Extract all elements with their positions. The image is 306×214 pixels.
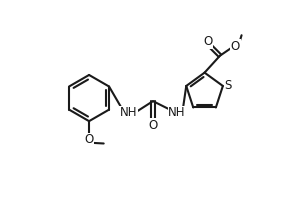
Text: NH: NH <box>120 106 137 119</box>
Text: O: O <box>231 40 240 53</box>
Text: O: O <box>203 35 212 48</box>
Text: NH: NH <box>168 106 186 119</box>
Text: O: O <box>84 133 94 146</box>
Text: O: O <box>148 119 158 132</box>
Text: S: S <box>225 79 232 92</box>
